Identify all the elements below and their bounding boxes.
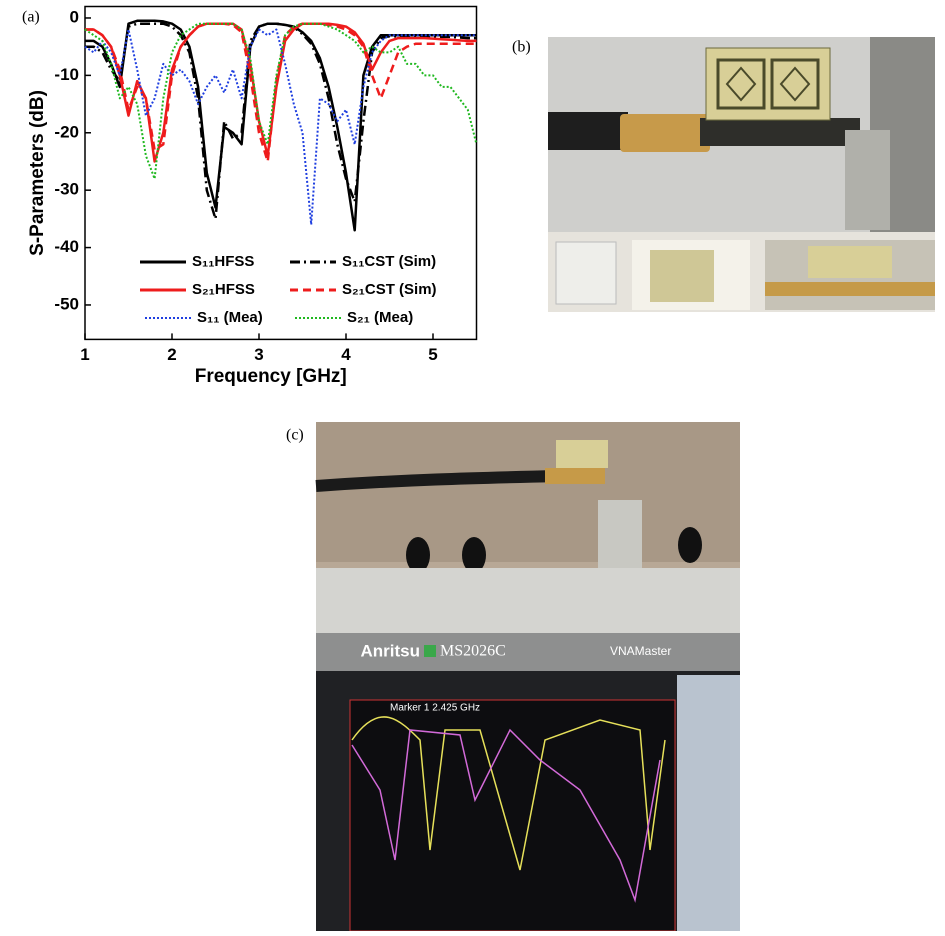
legend-label: S₁₁HFSS xyxy=(192,253,254,270)
x-tick-label: 3 xyxy=(254,345,263,364)
marker-readout: Marker 1 2.425 GHz xyxy=(390,703,480,714)
panel-label: (c) xyxy=(286,427,304,444)
model: MS2026C xyxy=(440,643,506,660)
legend-label: S₂₁CST (Sim) xyxy=(342,281,437,298)
x-tick-label: 4 xyxy=(341,345,351,364)
logo-mark xyxy=(424,645,436,657)
panel-label: (a) xyxy=(22,9,40,26)
y-tick-label: -10 xyxy=(54,65,79,84)
photo-c: Anritsu MS2026C VNAMaster Marker 1 2.425… xyxy=(316,422,740,931)
y-tick-label: -30 xyxy=(54,180,79,199)
y-tick-label: -50 xyxy=(54,294,79,313)
legend-label: S₁₁CST (Sim) xyxy=(342,253,436,270)
legend-label: S₁₁ (Mea) xyxy=(197,309,263,326)
y-tick-label: -40 xyxy=(54,237,79,256)
product: VNAMaster xyxy=(610,644,671,658)
legend-label: S₂₁ (Mea) xyxy=(347,309,413,326)
y-axis-label: S-Parameters (dB) xyxy=(27,90,48,256)
photo-b xyxy=(548,37,935,312)
x-axis-label: Frequency [GHz] xyxy=(195,366,347,387)
x-tick-label: 5 xyxy=(428,345,437,364)
y-tick-label: -20 xyxy=(54,122,79,141)
figure: (a) (b) (c) xyxy=(0,0,945,931)
x-tick-label: 1 xyxy=(80,345,89,364)
brand: Anritsu xyxy=(361,641,421,660)
panel-label: (b) xyxy=(512,39,531,56)
x-tick-label: 2 xyxy=(167,345,176,364)
legend-label: S₂₁HFSS xyxy=(192,281,255,298)
y-tick-label: 0 xyxy=(70,7,79,26)
